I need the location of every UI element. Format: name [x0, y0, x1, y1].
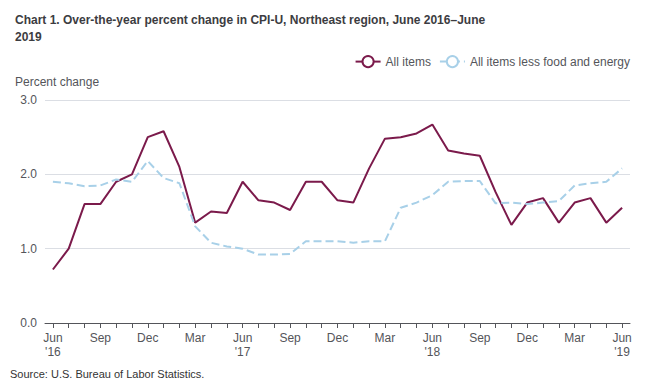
svg-text:2.0: 2.0 — [20, 167, 37, 181]
svg-text:Mar: Mar — [185, 331, 206, 345]
svg-text:Percent change: Percent change — [15, 75, 99, 89]
svg-text:All items less food and energy: All items less food and energy — [470, 55, 630, 69]
svg-text:Mar: Mar — [375, 331, 396, 345]
svg-text:'18: '18 — [425, 345, 441, 359]
svg-text:Sep: Sep — [90, 331, 112, 345]
svg-text:Dec: Dec — [137, 331, 158, 345]
svg-text:Dec: Dec — [517, 331, 538, 345]
svg-text:Mar: Mar — [564, 331, 585, 345]
svg-text:Source: U.S. Bureau of Labor S: Source: U.S. Bureau of Labor Statistics. — [10, 368, 204, 380]
svg-text:Dec: Dec — [327, 331, 348, 345]
svg-text:Jun: Jun — [612, 331, 631, 345]
svg-text:All items: All items — [386, 55, 431, 69]
svg-text:Sep: Sep — [279, 331, 301, 345]
svg-text:3.0: 3.0 — [20, 93, 37, 107]
svg-text:Chart 1. Over-the-year percent: Chart 1. Over-the-year percent change in… — [15, 13, 485, 27]
svg-text:Jun: Jun — [423, 331, 442, 345]
svg-text:Sep: Sep — [469, 331, 491, 345]
svg-text:'17: '17 — [235, 345, 251, 359]
svg-text:Jun: Jun — [233, 331, 252, 345]
svg-text:2019: 2019 — [15, 30, 42, 44]
svg-text:0.0: 0.0 — [20, 316, 37, 330]
svg-text:Jun: Jun — [43, 331, 62, 345]
svg-text:1.0: 1.0 — [20, 242, 37, 256]
svg-text:'16: '16 — [45, 345, 61, 359]
svg-text:'19: '19 — [614, 345, 630, 359]
